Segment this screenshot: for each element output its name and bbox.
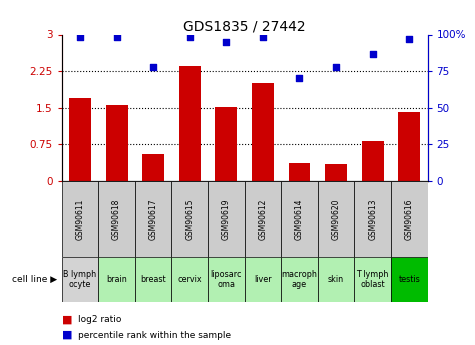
Point [149,64,157,70]
Bar [62,257,98,302]
Point [295,76,304,81]
Point [405,36,413,42]
Bar [245,181,281,257]
Bar [354,257,391,302]
Text: GSM90614: GSM90614 [295,198,304,240]
Text: T lymph
oblast: T lymph oblast [356,270,389,289]
Bar [391,257,428,302]
Bar [142,154,164,181]
Bar [208,257,245,302]
Bar [391,181,428,257]
Text: percentile rank within the sample: percentile rank within the sample [78,331,231,339]
Bar [281,257,318,302]
Text: GSM90613: GSM90613 [368,198,377,240]
Point [186,35,194,40]
Text: GSM90615: GSM90615 [185,198,194,240]
Point [259,35,267,40]
Text: breast: breast [141,275,166,284]
Text: GSM90616: GSM90616 [405,198,414,240]
Bar [98,181,135,257]
Point [222,39,230,45]
Point [76,35,84,40]
Text: ■: ■ [62,314,72,324]
Bar [361,141,384,181]
Bar [318,257,354,302]
Point [332,64,340,70]
Text: cell line ▶: cell line ▶ [12,275,57,284]
Text: macroph
age: macroph age [282,270,317,289]
Bar [171,181,208,257]
Bar [69,98,91,181]
Text: GSM90617: GSM90617 [149,198,158,240]
Text: GSM90611: GSM90611 [76,198,85,240]
Text: cervix: cervix [178,275,202,284]
Bar [215,107,238,181]
Bar [62,181,98,257]
Text: ■: ■ [62,330,72,340]
Text: GSM90620: GSM90620 [332,198,341,240]
Bar [288,162,311,181]
Bar [179,66,201,181]
Text: GSM90618: GSM90618 [112,198,121,240]
Bar [171,257,208,302]
Bar [135,257,171,302]
Text: brain: brain [106,275,127,284]
Text: liver: liver [254,275,272,284]
Bar [354,181,391,257]
Point [113,35,121,40]
Text: B lymph
ocyte: B lymph ocyte [64,270,96,289]
Text: skin: skin [328,275,344,284]
Bar [105,105,128,181]
Point [369,51,377,56]
Title: GDS1835 / 27442: GDS1835 / 27442 [183,19,306,33]
Text: GSM90619: GSM90619 [222,198,231,240]
Bar [252,83,274,181]
Bar [98,257,135,302]
Text: log2 ratio: log2 ratio [78,315,122,324]
Bar [208,181,245,257]
Bar [245,257,281,302]
Bar [398,112,420,181]
Text: liposarc
oma: liposarc oma [210,270,242,289]
Bar [281,181,318,257]
Text: GSM90612: GSM90612 [258,198,267,240]
Bar [135,181,171,257]
Bar [325,164,347,181]
Text: testis: testis [399,275,420,284]
Bar [318,181,354,257]
